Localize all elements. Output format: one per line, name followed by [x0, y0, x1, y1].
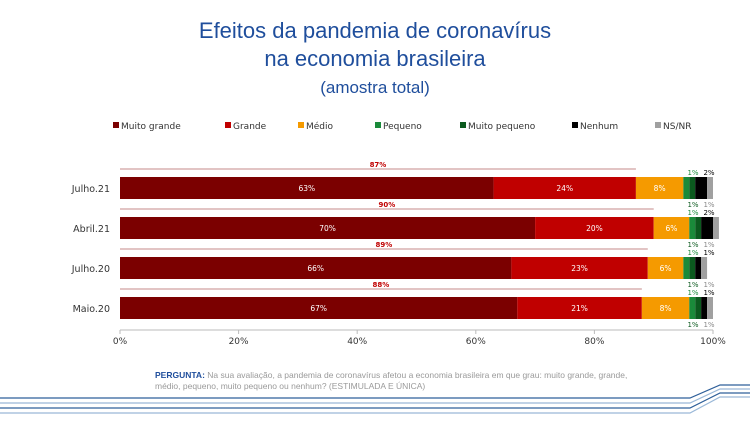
bar-segment — [695, 297, 702, 319]
bar-segment — [689, 217, 696, 239]
legend-swatch — [460, 122, 466, 128]
legend-label: Grande — [233, 122, 267, 132]
data-label: 1% — [687, 209, 698, 217]
question-text: Na sua avaliação, a pandemia de coronaví… — [155, 370, 628, 391]
data-label: 1% — [687, 249, 698, 257]
bar-segment — [707, 177, 713, 199]
legend-swatch — [298, 122, 304, 128]
bar-segment — [120, 177, 494, 199]
data-label: 1% — [687, 281, 698, 289]
data-label: 1% — [687, 241, 698, 249]
total-label: 90% — [378, 201, 395, 209]
data-label: 6% — [660, 264, 672, 273]
bar-segment — [701, 297, 708, 319]
bar-segment — [641, 297, 690, 319]
bar-segment — [695, 177, 708, 199]
bar-segment — [635, 177, 684, 199]
data-label: 67% — [310, 304, 327, 313]
bar-segment — [683, 257, 690, 279]
legend-label: Muito pequeno — [468, 122, 536, 132]
data-label: 1% — [703, 281, 714, 289]
category-label: Maio.20 — [73, 304, 110, 315]
x-tick-label: 60% — [466, 337, 486, 347]
bar-segment — [493, 177, 636, 199]
bar-segment — [511, 257, 648, 279]
x-tick-label: 40% — [347, 337, 367, 347]
decorative-line — [0, 388, 750, 404]
chart-subtitle: (amostra total) — [320, 78, 430, 97]
bar-segment — [683, 177, 690, 199]
x-tick-label: 100% — [700, 337, 726, 347]
bar-segment — [535, 217, 654, 239]
bar-segment — [695, 257, 702, 279]
bar-segment — [689, 297, 696, 319]
total-label: 87% — [370, 161, 387, 169]
data-label: 1% — [687, 289, 698, 297]
legend-swatch — [572, 122, 578, 128]
bar-segment — [120, 257, 512, 279]
bar-segment — [701, 217, 713, 239]
decorative-line — [0, 396, 750, 414]
bar-segment — [707, 297, 713, 319]
bar-segment — [695, 217, 702, 239]
question-label: PERGUNTA: — [155, 370, 205, 380]
legend-label: Nenhum — [580, 122, 618, 132]
category-label: Julho.21 — [71, 184, 110, 195]
x-tick-label: 20% — [229, 337, 249, 347]
decorative-line — [0, 384, 750, 399]
data-label: 1% — [687, 169, 698, 177]
bar-segment — [653, 217, 690, 239]
bar-segment — [689, 257, 696, 279]
total-label: 88% — [373, 281, 390, 289]
data-label: 21% — [571, 304, 588, 313]
legend-label: NS/NR — [663, 122, 691, 132]
legend-label: Pequeno — [383, 122, 422, 132]
data-label: 2% — [703, 169, 714, 177]
data-label: 1% — [687, 201, 698, 209]
legend-label: Médio — [306, 121, 334, 132]
data-label: 20% — [586, 224, 603, 233]
data-label: 24% — [556, 184, 573, 193]
data-label: 1% — [703, 321, 714, 329]
total-label: 89% — [376, 241, 393, 249]
data-label: 63% — [298, 184, 315, 193]
data-label: 2% — [703, 209, 714, 217]
data-label: 1% — [703, 201, 714, 209]
data-label: 23% — [571, 264, 588, 273]
data-label: 1% — [703, 241, 714, 249]
category-label: Abril.21 — [73, 224, 110, 235]
legend-label: Muito grande — [121, 122, 181, 132]
bar-segment — [517, 297, 642, 319]
data-label: 70% — [319, 224, 336, 233]
legend-swatch — [225, 122, 231, 128]
decorative-line — [0, 392, 750, 409]
bar-segment — [120, 297, 518, 319]
category-label: Julho.20 — [71, 264, 110, 275]
bar-segment — [701, 257, 708, 279]
bar-segment — [689, 177, 696, 199]
data-label: 1% — [687, 321, 698, 329]
chart-title: Efeitos da pandemia de coronavírus — [198, 18, 552, 43]
data-label: 1% — [703, 289, 714, 297]
bar-segment — [120, 217, 536, 239]
bar-segment — [647, 257, 684, 279]
legend-swatch — [113, 122, 119, 128]
chart-title-line2: na economia brasileira — [264, 46, 486, 71]
x-tick-label: 80% — [584, 337, 604, 347]
data-label: 8% — [654, 184, 666, 193]
question-note: PERGUNTA: Na sua avaliação, a pandemia d… — [155, 370, 635, 392]
data-label: 1% — [703, 249, 714, 257]
data-label: 6% — [666, 224, 678, 233]
x-tick-label: 0% — [113, 337, 128, 347]
legend-swatch — [375, 122, 381, 128]
bar-segment — [713, 217, 719, 239]
data-label: 8% — [660, 304, 672, 313]
legend-swatch — [655, 122, 661, 128]
data-label: 66% — [307, 264, 324, 273]
